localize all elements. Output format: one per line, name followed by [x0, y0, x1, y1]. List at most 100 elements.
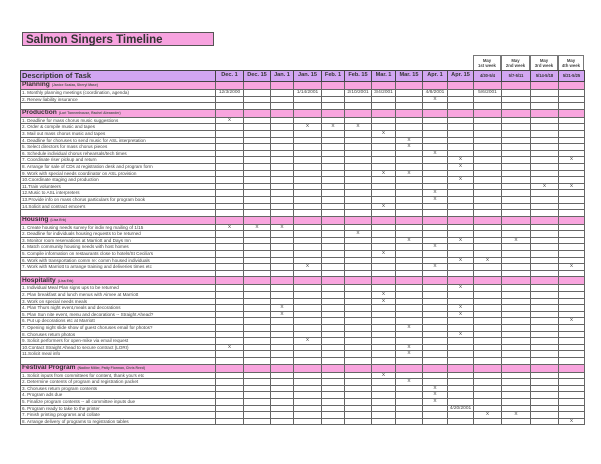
- empty-cell[interactable]: [371, 189, 396, 197]
- empty-cell[interactable]: [558, 189, 585, 197]
- empty-cell[interactable]: [371, 176, 396, 184]
- empty-cell[interactable]: [243, 404, 271, 413]
- empty-cell[interactable]: [395, 182, 423, 191]
- empty-cell[interactable]: [530, 89, 559, 97]
- empty-cell[interactable]: [293, 417, 322, 426]
- empty-cell[interactable]: [501, 371, 531, 380]
- task-description[interactable]: 7. Work with Marriott to arrange trainin…: [20, 263, 216, 271]
- empty-cell[interactable]: [270, 378, 294, 386]
- task-description[interactable]: 10.Coordinate staging and production: [20, 176, 216, 184]
- empty-cell[interactable]: [558, 95, 585, 104]
- empty-cell[interactable]: [501, 136, 531, 145]
- empty-cell[interactable]: [371, 95, 396, 104]
- mark-cell[interactable]: X: [371, 202, 396, 211]
- empty-cell[interactable]: [558, 310, 585, 319]
- empty-cell[interactable]: [215, 417, 244, 426]
- mark-cell[interactable]: X: [395, 324, 423, 332]
- empty-cell[interactable]: [501, 350, 531, 358]
- empty-cell[interactable]: [422, 223, 448, 232]
- empty-cell[interactable]: [558, 236, 585, 245]
- mark-cell[interactable]: X: [243, 223, 271, 232]
- empty-cell[interactable]: [321, 230, 345, 238]
- empty-cell[interactable]: [215, 143, 244, 151]
- empty-cell[interactable]: [501, 330, 531, 339]
- empty-cell[interactable]: [447, 391, 474, 399]
- empty-cell[interactable]: [530, 95, 559, 104]
- empty-cell[interactable]: [215, 156, 244, 164]
- task-description[interactable]: 1. Monthly planning meetings (coordinati…: [20, 89, 216, 97]
- task-description[interactable]: 4. Deadline for choruses to send music f…: [20, 136, 216, 145]
- mark-cell[interactable]: X: [395, 136, 423, 145]
- empty-cell[interactable]: [344, 417, 372, 426]
- empty-cell[interactable]: [501, 256, 531, 265]
- empty-cell[interactable]: [501, 378, 531, 386]
- task-description[interactable]: 1. Deadline for mass chorus music sugges…: [20, 116, 216, 125]
- mark-cell[interactable]: X: [422, 384, 448, 393]
- empty-cell[interactable]: [321, 263, 345, 271]
- empty-cell[interactable]: [473, 176, 502, 184]
- empty-cell[interactable]: [530, 176, 559, 184]
- empty-cell[interactable]: [530, 230, 559, 238]
- empty-cell[interactable]: [371, 404, 396, 413]
- empty-cell[interactable]: [501, 391, 531, 399]
- empty-cell[interactable]: [215, 291, 244, 299]
- empty-cell[interactable]: [558, 123, 585, 131]
- empty-cell[interactable]: [215, 391, 244, 399]
- empty-cell[interactable]: [344, 236, 372, 245]
- empty-cell[interactable]: [344, 182, 372, 191]
- empty-cell[interactable]: [473, 391, 502, 399]
- empty-cell[interactable]: [447, 324, 474, 332]
- mark-cell[interactable]: X: [215, 223, 244, 232]
- empty-cell[interactable]: [473, 182, 502, 191]
- empty-cell[interactable]: [558, 202, 585, 211]
- empty-cell[interactable]: [395, 337, 423, 345]
- empty-cell[interactable]: [293, 304, 322, 312]
- empty-cell[interactable]: [530, 195, 559, 204]
- empty-cell[interactable]: [270, 230, 294, 238]
- empty-cell[interactable]: [530, 202, 559, 211]
- empty-cell[interactable]: [473, 371, 502, 380]
- empty-cell[interactable]: [344, 297, 372, 306]
- task-description[interactable]: 8. Arrange delivery of programs to regis…: [20, 417, 216, 426]
- empty-cell[interactable]: [321, 337, 345, 345]
- empty-cell[interactable]: [447, 195, 474, 204]
- empty-cell[interactable]: [215, 263, 244, 271]
- empty-cell[interactable]: [371, 182, 396, 191]
- empty-cell[interactable]: [501, 189, 531, 197]
- empty-cell[interactable]: [395, 123, 423, 131]
- empty-cell[interactable]: [530, 169, 559, 178]
- empty-cell[interactable]: [395, 149, 423, 158]
- empty-cell[interactable]: [530, 324, 559, 332]
- empty-cell[interactable]: [473, 297, 502, 306]
- empty-cell[interactable]: [473, 250, 502, 258]
- mark-cell[interactable]: X: [395, 378, 423, 386]
- empty-cell[interactable]: [558, 149, 585, 158]
- empty-cell[interactable]: [422, 291, 448, 299]
- task-description[interactable]: 12.Music to ASL interpreters: [20, 189, 216, 197]
- empty-cell[interactable]: [501, 417, 531, 426]
- empty-cell[interactable]: [371, 236, 396, 245]
- empty-cell[interactable]: [321, 189, 345, 197]
- empty-cell[interactable]: [344, 291, 372, 299]
- empty-cell[interactable]: [447, 169, 474, 178]
- empty-cell[interactable]: [473, 384, 502, 393]
- empty-cell[interactable]: [243, 195, 271, 204]
- mark-cell[interactable]: X: [447, 330, 474, 339]
- empty-cell[interactable]: [422, 256, 448, 265]
- empty-cell[interactable]: [321, 297, 345, 306]
- empty-cell[interactable]: [447, 263, 474, 271]
- empty-cell[interactable]: [215, 411, 244, 419]
- empty-cell[interactable]: [530, 263, 559, 271]
- empty-cell[interactable]: [447, 182, 474, 191]
- empty-cell[interactable]: [447, 411, 474, 419]
- empty-cell[interactable]: [422, 371, 448, 380]
- empty-cell[interactable]: [447, 384, 474, 393]
- empty-cell[interactable]: [344, 411, 372, 419]
- task-description[interactable]: 6. Schedule individual chorus rehearsals…: [20, 149, 216, 158]
- empty-cell[interactable]: [215, 123, 244, 131]
- task-description[interactable]: 4. Program ads due: [20, 391, 216, 399]
- mark-cell[interactable]: X: [473, 411, 502, 419]
- empty-cell[interactable]: [558, 324, 585, 332]
- empty-cell[interactable]: [270, 256, 294, 265]
- empty-cell[interactable]: [243, 202, 271, 211]
